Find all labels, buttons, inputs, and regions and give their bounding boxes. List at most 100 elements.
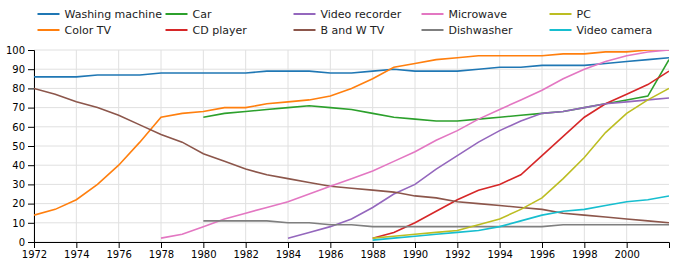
legend-swatch [166, 29, 188, 31]
tick: 1990 [403, 242, 428, 260]
legend-label: Video recorder [321, 8, 402, 21]
tick-label: 1986 [318, 249, 343, 260]
grid-line [34, 69, 669, 70]
axis-line [35, 243, 670, 249]
tick-label: 60 [12, 122, 25, 133]
tick: 80 [12, 83, 34, 94]
legend-swatch [550, 29, 572, 31]
chart: 1972197419761978198019821984198619881990… [0, 0, 685, 266]
series-line [203, 221, 669, 227]
grid-line [584, 50, 585, 242]
lines [34, 50, 669, 240]
grid-line [499, 50, 500, 242]
legend-item: Car [166, 8, 212, 21]
legend-label: Video camera [577, 24, 653, 37]
tick: 1988 [360, 242, 385, 260]
tick-mark [28, 242, 34, 243]
grid-line [626, 50, 627, 242]
tick-mark [28, 165, 34, 166]
tick-mark [203, 242, 204, 248]
tick: 50 [12, 141, 34, 152]
tick-label: 1984 [276, 249, 301, 260]
tick: 1986 [318, 242, 343, 260]
tick-mark [28, 223, 34, 224]
tick: 60 [12, 122, 34, 133]
grid-line [288, 50, 289, 242]
series-line [373, 196, 669, 240]
tick-label: 1972 [22, 249, 47, 260]
tick-label: 70 [12, 102, 25, 113]
tick: 1974 [64, 242, 89, 260]
tick-label: 100 [6, 45, 25, 56]
grid-line [34, 222, 669, 223]
tick-mark [330, 242, 331, 248]
tick: 1998 [572, 242, 597, 260]
legend-swatch [166, 13, 188, 15]
tick-mark [28, 88, 34, 89]
tick-label: 0 [19, 237, 25, 248]
legend-label: B and W TV [321, 24, 385, 37]
legend-swatch [550, 13, 572, 15]
grid-line [34, 184, 669, 185]
tick: 1978 [149, 242, 174, 260]
tick: 1972 [22, 242, 47, 260]
legend-label: Color TV [65, 24, 112, 37]
tick-label: 40 [12, 160, 25, 171]
legend-item: Microwave [422, 8, 508, 21]
series-line [34, 88, 669, 222]
tick-label: 1994 [487, 249, 512, 260]
legend-label: Car [193, 8, 212, 21]
grid-line [415, 50, 416, 242]
tick-label: 30 [12, 179, 25, 190]
grid-line [34, 50, 669, 51]
tick-mark [542, 242, 543, 248]
legend-swatch [38, 29, 60, 31]
legend-swatch [422, 13, 444, 15]
tick: 40 [12, 160, 34, 171]
tick-label: 1980 [191, 249, 216, 260]
tick-label: 10 [12, 218, 25, 229]
tick-mark [500, 242, 501, 248]
tick-label: 20 [12, 198, 25, 209]
legend-item: Color TV [38, 24, 112, 37]
legend-swatch [294, 13, 316, 15]
tick: 2000 [614, 242, 639, 260]
tick-mark [28, 204, 34, 205]
series-line [203, 60, 669, 121]
tick: 70 [12, 102, 34, 113]
tick: 90 [12, 64, 34, 75]
tick: 1976 [106, 242, 131, 260]
tick-label: 80 [12, 83, 25, 94]
tick-mark [627, 242, 628, 248]
legend-item: CD player [166, 24, 248, 37]
tick: 1992 [445, 242, 470, 260]
tick-label: 1990 [403, 249, 428, 260]
tick-mark [373, 242, 374, 248]
grid-line [34, 107, 669, 108]
legend-label: PC [577, 8, 592, 21]
tick-label: 1976 [106, 249, 131, 260]
series-line [373, 71, 669, 238]
tick-mark [415, 242, 416, 248]
legend-swatch [422, 29, 444, 31]
tick-mark [76, 242, 77, 248]
grid-line [457, 50, 458, 242]
legend-item: Dishwasher [422, 24, 513, 37]
tick-label: 1978 [149, 249, 174, 260]
tick-mark [28, 108, 34, 109]
tick-mark [28, 146, 34, 147]
legend-label: Microwave [449, 8, 508, 21]
tick-mark [28, 184, 34, 185]
series-line [373, 88, 669, 238]
tick: 30 [12, 179, 34, 190]
grid-line [34, 146, 669, 147]
tick: 1996 [530, 242, 555, 260]
legend: Washing machineColor TVCarCD playerVideo… [38, 8, 653, 37]
tick: 1984 [276, 242, 301, 260]
axis-line [28, 51, 35, 243]
tick-mark [119, 242, 120, 248]
tick-label: 1974 [64, 249, 89, 260]
grid-line [330, 50, 331, 242]
tick-label: 90 [12, 64, 25, 75]
tick-mark [28, 50, 34, 51]
